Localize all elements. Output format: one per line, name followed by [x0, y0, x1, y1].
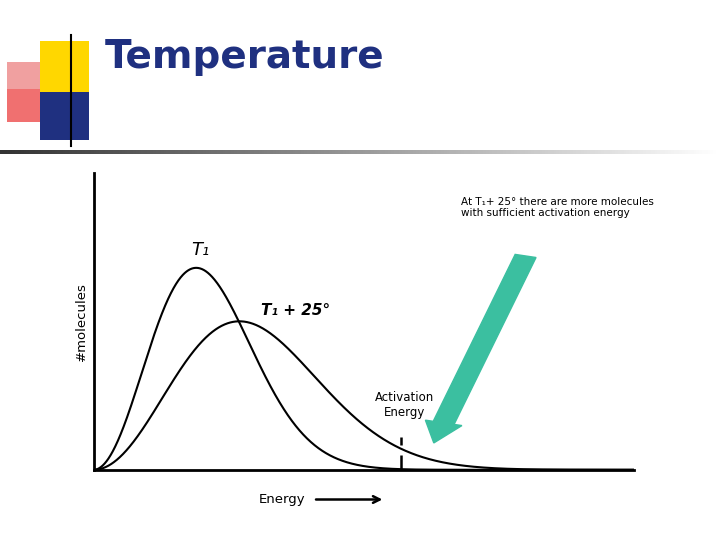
Text: At T₁+ 25° there are more molecules
with sufficient activation energy: At T₁+ 25° there are more molecules with… — [461, 197, 654, 218]
FancyArrow shape — [426, 254, 536, 443]
Text: Activation
Energy: Activation Energy — [374, 391, 433, 419]
Y-axis label: #molecules: #molecules — [75, 282, 88, 361]
Text: Temperature: Temperature — [104, 38, 384, 76]
Text: T₁ + 25°: T₁ + 25° — [261, 303, 330, 318]
Text: T₁: T₁ — [191, 241, 209, 259]
Text: Energy: Energy — [259, 493, 306, 506]
